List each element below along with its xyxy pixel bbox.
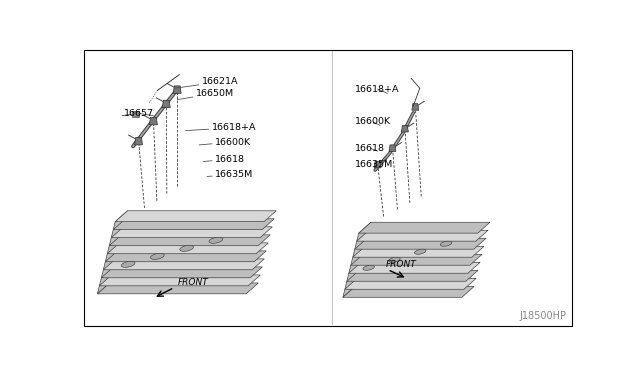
Polygon shape bbox=[353, 246, 484, 257]
Ellipse shape bbox=[150, 253, 164, 259]
Polygon shape bbox=[97, 283, 259, 294]
Polygon shape bbox=[412, 104, 419, 110]
Polygon shape bbox=[356, 230, 488, 241]
Polygon shape bbox=[349, 262, 480, 273]
Polygon shape bbox=[132, 111, 138, 117]
Polygon shape bbox=[108, 243, 268, 254]
Text: 16600K: 16600K bbox=[355, 118, 392, 126]
Polygon shape bbox=[97, 211, 127, 294]
Polygon shape bbox=[359, 222, 490, 233]
Text: 16600K: 16600K bbox=[199, 138, 251, 147]
Text: FRONT: FRONT bbox=[385, 260, 416, 269]
Polygon shape bbox=[109, 235, 270, 246]
Text: 16618: 16618 bbox=[355, 144, 385, 153]
Ellipse shape bbox=[388, 257, 400, 262]
Polygon shape bbox=[115, 211, 276, 222]
Polygon shape bbox=[103, 259, 264, 270]
Text: 16635M: 16635M bbox=[355, 160, 394, 169]
Text: 16635M: 16635M bbox=[207, 170, 253, 179]
Text: 16618: 16618 bbox=[203, 155, 245, 164]
Ellipse shape bbox=[363, 265, 374, 270]
Ellipse shape bbox=[121, 261, 135, 267]
Text: 16621A: 16621A bbox=[175, 77, 238, 88]
Ellipse shape bbox=[180, 245, 193, 251]
Ellipse shape bbox=[440, 241, 452, 246]
Text: 16657: 16657 bbox=[124, 109, 154, 118]
Polygon shape bbox=[99, 275, 260, 286]
Ellipse shape bbox=[209, 237, 223, 243]
Ellipse shape bbox=[415, 249, 426, 254]
Text: J18500HP: J18500HP bbox=[519, 311, 566, 321]
Polygon shape bbox=[351, 254, 482, 265]
Polygon shape bbox=[347, 270, 478, 281]
Text: 16650M: 16650M bbox=[177, 89, 234, 100]
Text: 16618+A: 16618+A bbox=[355, 84, 400, 93]
Polygon shape bbox=[355, 238, 486, 249]
Polygon shape bbox=[343, 286, 474, 297]
Polygon shape bbox=[106, 251, 266, 262]
Polygon shape bbox=[374, 161, 381, 168]
Polygon shape bbox=[134, 137, 143, 145]
Polygon shape bbox=[345, 278, 476, 289]
Polygon shape bbox=[101, 267, 262, 278]
Polygon shape bbox=[163, 100, 170, 108]
Text: 16618+A: 16618+A bbox=[186, 123, 256, 132]
Polygon shape bbox=[389, 145, 396, 151]
Polygon shape bbox=[173, 86, 181, 93]
Polygon shape bbox=[150, 118, 157, 125]
Text: FRONT: FRONT bbox=[178, 278, 209, 287]
Polygon shape bbox=[401, 125, 408, 132]
Polygon shape bbox=[113, 219, 275, 230]
Polygon shape bbox=[111, 227, 272, 238]
Polygon shape bbox=[343, 222, 371, 297]
